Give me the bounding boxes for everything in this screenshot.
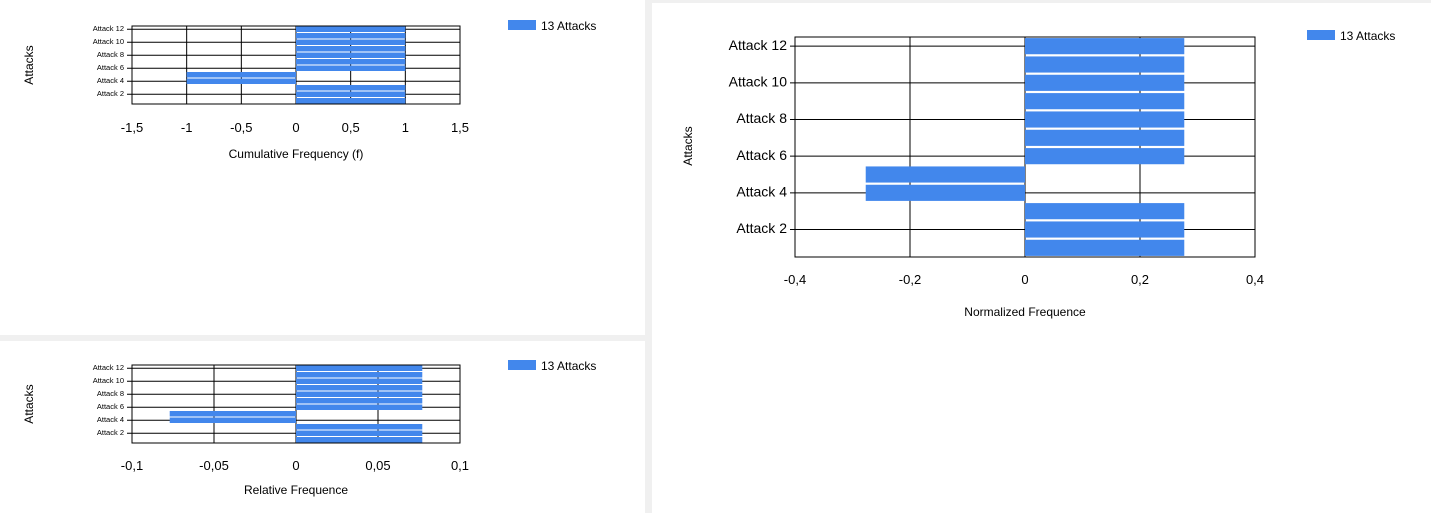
y-tick-label: Attack 8 — [97, 50, 124, 59]
x-tick-label: -1,5 — [121, 120, 143, 135]
bar — [169, 417, 296, 423]
legend-label: 13 Attacks — [1340, 29, 1395, 43]
bar — [1025, 111, 1185, 128]
y-tick-label: Attack 2 — [97, 428, 124, 437]
bar — [1025, 203, 1185, 220]
y-tick-label: Attack 4 — [736, 184, 787, 200]
bar — [186, 78, 296, 84]
bar — [169, 411, 296, 417]
bar — [296, 391, 423, 397]
bar — [296, 372, 423, 378]
bar — [296, 46, 406, 52]
y-tick-label: Attack 6 — [736, 147, 787, 163]
x-tick-label: 0,4 — [1246, 272, 1264, 287]
bar — [296, 437, 423, 443]
x-tick-label: -0,5 — [230, 120, 252, 135]
x-tick-label: -0,4 — [784, 272, 806, 287]
legend-swatch — [508, 360, 536, 370]
y-tick-label: Attack 2 — [736, 220, 787, 236]
x-tick-label: -0,05 — [199, 458, 229, 473]
bar — [296, 398, 423, 404]
bar — [296, 91, 406, 97]
y-tick-label: Attack 10 — [729, 74, 788, 90]
bar — [296, 430, 423, 436]
legend-label: 13 Attacks — [541, 359, 596, 373]
x-tick-label: 0 — [292, 120, 299, 135]
bar — [1025, 74, 1185, 91]
bar — [865, 184, 1025, 201]
y-tick-label: Attack 4 — [97, 415, 124, 424]
normalized-chart-panel: Attack 2 Attack 4 Attack 6 Attack 8 Attack 1… — [652, 3, 1431, 513]
cumulative-chart-panel: Attack 2 Attack 4 Attack 6 Attack 8 Attack 1… — [0, 0, 645, 335]
normalized-frequence-chart: Attack 2 Attack 4 Attack 6 Attack 8 Attack 1… — [681, 29, 1395, 319]
y-tick-label: Attack 10 — [93, 376, 124, 385]
bar — [296, 424, 423, 430]
bar — [296, 65, 406, 71]
bar — [296, 385, 423, 391]
bar — [1025, 148, 1185, 165]
x-tick-label: 1,5 — [451, 120, 469, 135]
bar — [865, 166, 1025, 183]
plot-area-border — [131, 364, 461, 444]
x-tick-label: 0,2 — [1131, 272, 1149, 287]
x-tick-label: 1 — [402, 120, 409, 135]
bar — [1025, 38, 1185, 55]
x-tick-label: -0,1 — [121, 458, 143, 473]
y-tick-label: Attack 12 — [93, 24, 124, 33]
x-tick-label: 0 — [292, 458, 299, 473]
x-tick-label: -0,2 — [899, 272, 921, 287]
relative-frequence-chart: Attack 2 Attack 4 Attack 6 Attack 8 Attack 1… — [22, 359, 596, 497]
bar — [1025, 56, 1185, 73]
x-tick-label: -1 — [181, 120, 193, 135]
relative-chart-panel: Attack 2 Attack 4 Attack 6 Attack 8 Attack 1… — [0, 341, 645, 513]
x-tick-label: 0,1 — [451, 458, 469, 473]
bar — [296, 85, 406, 91]
bar — [296, 33, 406, 39]
y-tick-label: Attack 2 — [97, 89, 124, 98]
y-tick-label: Attack 6 — [97, 402, 124, 411]
x-axis-title: Relative Frequence — [244, 483, 348, 497]
y-tick-label: Attack 6 — [97, 63, 124, 72]
x-tick-label: 0,5 — [342, 120, 360, 135]
y-tick-label: Attack 12 — [93, 363, 124, 372]
bar — [296, 365, 423, 371]
y-axis-title: Attacks — [22, 384, 36, 423]
bar — [186, 72, 296, 78]
y-tick-label: Attack 8 — [736, 110, 787, 126]
bar — [1025, 239, 1185, 256]
y-tick-label: Attack 8 — [97, 389, 124, 398]
cumulative-frequency-chart: Attack 2 Attack 4 Attack 6 Attack 8 Attack 1… — [22, 19, 596, 161]
bar — [296, 378, 423, 384]
x-axis-title: Cumulative Frequency (f) — [229, 147, 364, 161]
bar — [296, 26, 406, 32]
legend-swatch — [508, 20, 536, 30]
bar — [296, 59, 406, 65]
legend-label: 13 Attacks — [541, 19, 596, 33]
x-tick-label: 0,05 — [365, 458, 390, 473]
bar — [296, 98, 406, 104]
y-axis-title: Attacks — [681, 126, 695, 165]
bar — [296, 52, 406, 58]
y-tick-label: Attack 12 — [729, 37, 788, 53]
plot-area-border — [794, 36, 1256, 258]
bar — [296, 39, 406, 45]
y-axis-title: Attacks — [22, 45, 36, 84]
bar — [1025, 129, 1185, 146]
bar — [296, 404, 423, 410]
plot-area-border — [131, 25, 461, 105]
legend-swatch — [1307, 30, 1335, 40]
x-axis-title: Normalized Frequence — [964, 305, 1086, 319]
bar — [1025, 221, 1185, 238]
y-tick-label: Attack 4 — [97, 76, 124, 85]
y-tick-label: Attack 10 — [93, 37, 124, 46]
x-tick-label: 0 — [1021, 272, 1028, 287]
bar — [1025, 93, 1185, 110]
